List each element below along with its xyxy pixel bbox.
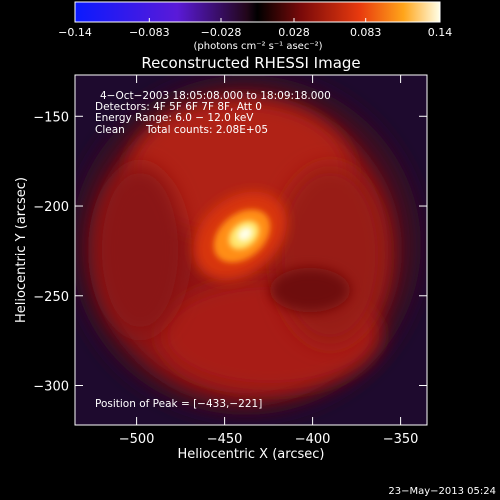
footer-timestamp: 23−May−2013 05:24: [388, 486, 496, 497]
plot-area: −500 −450 −400 −350 −150 −200 −250 −300 4−Oct−…: [33, 74, 428, 447]
colorbar: −0.14 −0.083 −0.028 0.028 0.083 0.14 (photons…: [58, 1, 452, 52]
annotation-time-range: 4−Oct−2003 18:05:08.000 to 18:09:18.000: [100, 90, 331, 102]
annotation-peak-position: Position of Peak = [−433,−221]: [95, 398, 262, 410]
y-tick-label: −300: [33, 380, 69, 395]
colorbar-tick-label: 0.028: [278, 26, 310, 39]
emission-ring-left: [95, 165, 185, 335]
y-tick-label: −150: [33, 110, 69, 125]
annotations: 4−Oct−2003 18:05:08.000 to 18:09:18.000 …: [95, 90, 331, 410]
y-axis-ticks: −150 −200 −250 −300: [33, 110, 427, 395]
colorbar-tick-label: 0.14: [428, 26, 453, 39]
x-tick-label: −450: [207, 432, 243, 447]
y-axis-label: Heliocentric Y (arcsec): [14, 177, 29, 323]
annotation-detectors: Detectors: 4F 5F 6F 7F 8F, Att 0: [95, 101, 262, 113]
colorbar-gradient: [74, 1, 441, 23]
colorbar-ticks: −0.14 −0.083 −0.028 0.028 0.083 0.14: [58, 18, 452, 39]
colorbar-tick-label: 0.083: [350, 26, 382, 39]
x-axis-ticks: −500 −450 −400 −350: [119, 75, 419, 447]
colorbar-tick-label: −0.083: [129, 26, 170, 39]
colorbar-tick-label: −0.028: [201, 26, 242, 39]
chart-title: Reconstructed RHESSI Image: [141, 54, 360, 72]
annotation-total-counts: Total counts: 2.08E+05: [145, 124, 268, 136]
emission-ring-right: [275, 165, 385, 345]
y-tick-label: −250: [33, 290, 69, 305]
source-peak: [237, 227, 253, 241]
x-axis-label: Heliocentric X (arcsec): [178, 447, 325, 462]
x-tick-label: −500: [119, 432, 155, 447]
annotation-energy-range: Energy Range: 6.0 − 12.0 keV: [95, 112, 254, 124]
heatmap-image: [75, 75, 421, 415]
annotation-algorithm: Clean: [95, 124, 125, 136]
colorbar-tick-label: −0.14: [58, 26, 92, 39]
x-tick-label: −400: [295, 432, 331, 447]
emission-gap: [270, 268, 350, 312]
y-tick-label: −200: [33, 200, 69, 215]
colorbar-units: (photons cm⁻² s⁻¹ asec⁻²): [193, 41, 322, 52]
plot-frame: [74, 74, 428, 426]
x-tick-label: −350: [383, 432, 419, 447]
